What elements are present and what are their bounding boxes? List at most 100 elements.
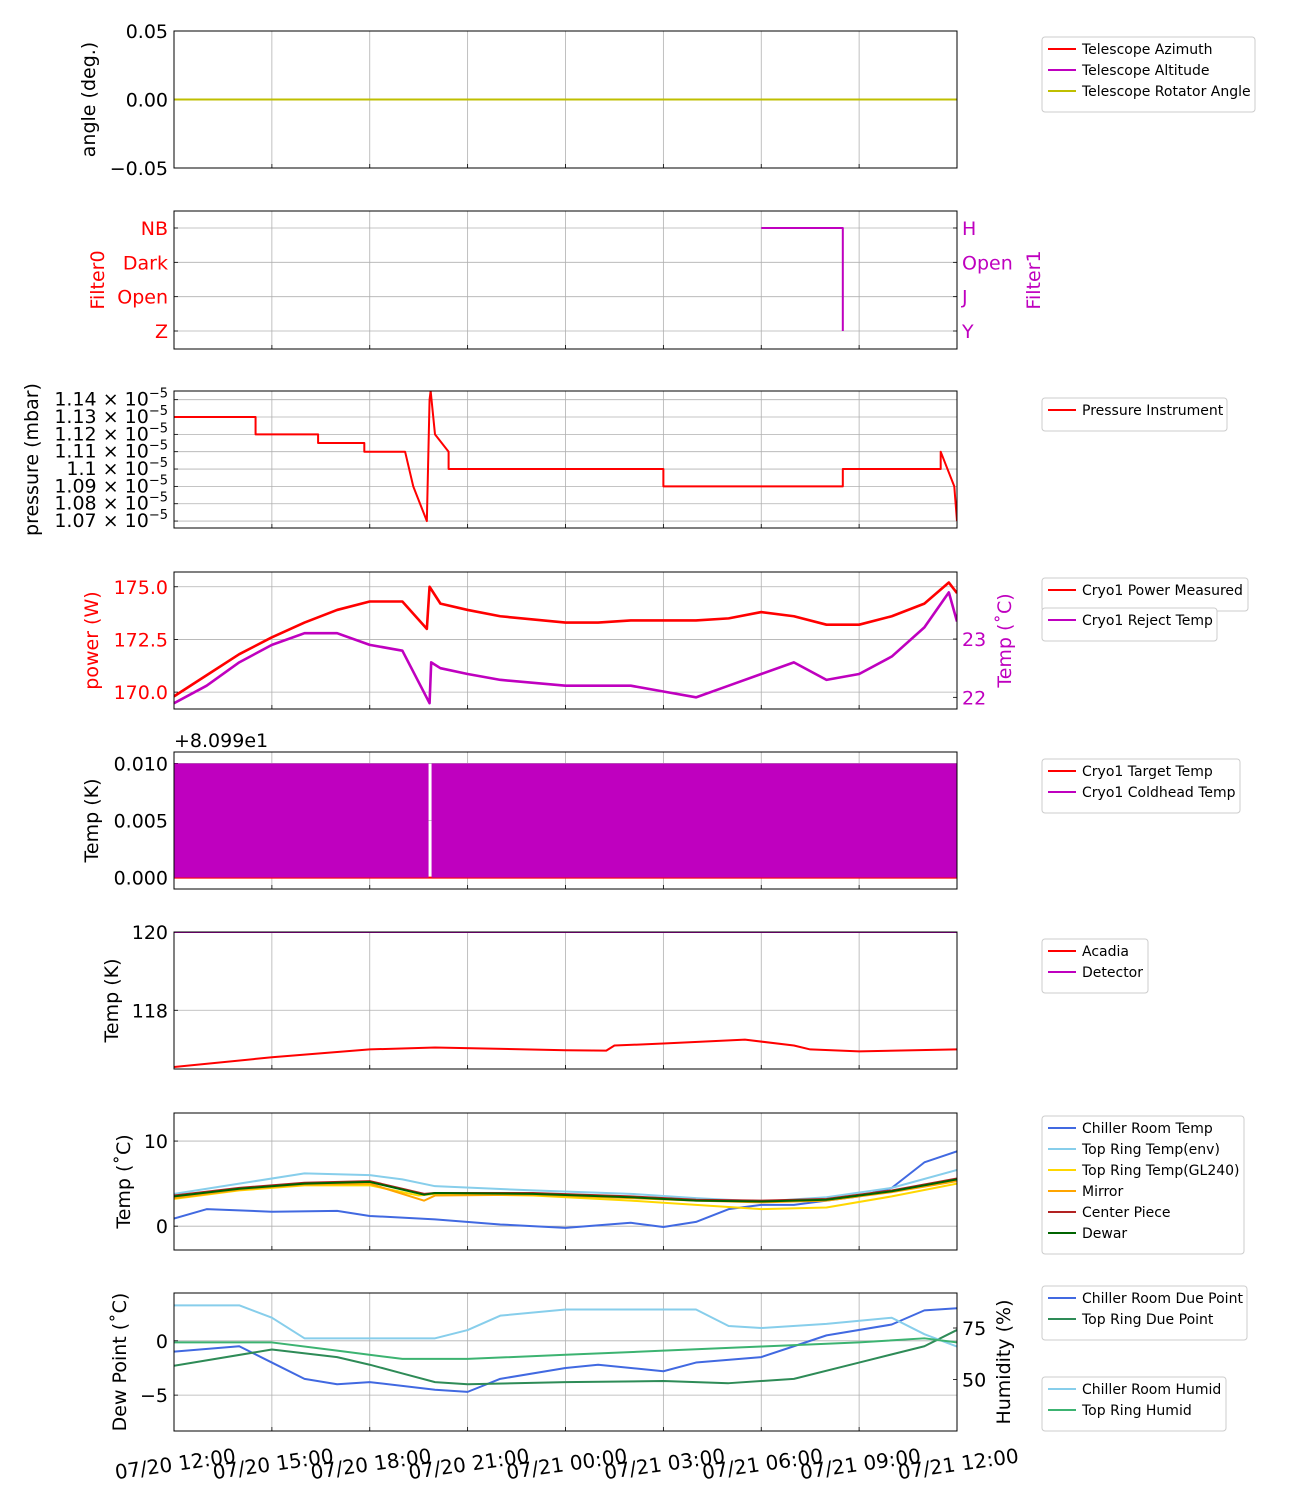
- y-tick-label: 120: [132, 922, 168, 944]
- legend-box: [1041, 938, 1149, 994]
- series-coldhead-band: [174, 763, 429, 878]
- y-axis-label: Temp (K): [101, 959, 123, 1044]
- y-tick-label: 0.05: [126, 21, 168, 43]
- y-axis-label: angle (deg.): [78, 42, 100, 157]
- panel-env_temp: 10 0 Temp (˚C) Chiller Room Temp Top Ring Te…: [113, 1112, 1245, 1255]
- series-line-top-ring-due-point: [174, 1329, 957, 1386]
- legend-box: [1041, 758, 1241, 814]
- legend-label: Detector: [1082, 965, 1143, 981]
- legend-label: Cryo1 Reject Temp: [1082, 613, 1213, 629]
- legend-label: Telescope Altitude: [1081, 63, 1210, 79]
- y-tick-label: NB: [141, 218, 168, 240]
- y2-axis-label: Humidity (%): [993, 1299, 1015, 1424]
- y2-tick-label: Y: [961, 321, 974, 343]
- tick-mantissa: 1.08 × 10: [54, 493, 148, 515]
- axis-offset-label: +8.099e1: [174, 730, 268, 752]
- y2-tick-label: H: [962, 218, 976, 240]
- tick-mantissa: 1.13 × 10: [54, 406, 148, 428]
- y-axis-label: power (W): [81, 591, 103, 689]
- legend-label: Chiller Room Due Point: [1082, 1291, 1243, 1307]
- y2-axis-label: Filter1: [1023, 250, 1045, 309]
- series-line-top-ring-humid: [174, 1337, 957, 1360]
- legend-label: Mirror: [1082, 1184, 1123, 1200]
- legend-label: Cryo1 Power Measured: [1082, 583, 1243, 599]
- y-tick-label: 1.12 × 10−5: [54, 421, 168, 445]
- series-line-cryo1-reject-temp: [174, 591, 957, 705]
- panel-dew: 0 −5 75 50 Dew Point (˚C) Humidity (%) Chiller…: [109, 1285, 1248, 1432]
- panel-cryo_power: 175.0 172.5 170.0 23 22 power (W) Temp (˚C) Cry…: [81, 571, 1249, 710]
- legend-box: [1041, 397, 1228, 432]
- legend: Chiller Room Humid Top Ring Humid: [1041, 1376, 1227, 1432]
- legend-label: Cryo1 Coldhead Temp: [1082, 785, 1236, 801]
- legend-box: [1041, 36, 1256, 113]
- y-tick-label: 1.11 × 10−5: [54, 439, 168, 463]
- y-tick-label: 118: [132, 1000, 168, 1022]
- legend-box: [1041, 1376, 1227, 1432]
- panel-pressure: 1.14 × 10−51.13 × 10−51.12 × 10−51.11 × …: [21, 383, 1228, 536]
- legend-label: Center Piece: [1082, 1205, 1171, 1221]
- y-axis-label: Temp (˚C): [113, 1134, 135, 1229]
- legend: Cryo1 Reject Temp: [1041, 607, 1218, 642]
- legend: Chiller Room Due Point Top Ring Due Point: [1041, 1285, 1248, 1341]
- plot-lines: [174, 1150, 957, 1229]
- y-tick-label: 1.1 × 10−5: [66, 456, 168, 480]
- y-tick-label: 0.010: [114, 753, 168, 775]
- tick-exponent: −5: [149, 439, 168, 454]
- plot-frame: [173, 751, 958, 890]
- y-tick-label: 0: [156, 1331, 168, 1353]
- y-tick-label: 172.5: [114, 629, 168, 651]
- legend-label: Top Ring Temp(GL240): [1081, 1163, 1240, 1179]
- plot-frame: [173, 1112, 958, 1251]
- series-line-top-ring-temp-env-: [174, 1169, 957, 1203]
- tick-mantissa: 1.11 × 10: [54, 441, 148, 463]
- legend-box: [1041, 607, 1218, 642]
- plot-lines: [174, 763, 957, 879]
- legend-label: Telescope Rotator Angle: [1081, 84, 1251, 100]
- y-tick-label: 0: [156, 1216, 168, 1238]
- tick-exponent: −5: [149, 404, 168, 419]
- legend-label: Top Ring Due Point: [1081, 1312, 1214, 1328]
- y2-tick-label: 22: [962, 687, 986, 709]
- legend: Acadia Detector: [1041, 938, 1149, 994]
- y-axis-label: Dew Point (˚C): [109, 1293, 131, 1432]
- panel-angle: 0.05 0.00 −0.05 angle (deg.) Telescope Azimu…: [78, 21, 1256, 180]
- legend-label: Cryo1 Target Temp: [1082, 764, 1213, 780]
- plot-frame: [173, 931, 958, 1070]
- tick-exponent: −5: [149, 456, 168, 471]
- plot-lines: [761, 227, 844, 331]
- y-tick-label: 1.14 × 10−5: [54, 387, 168, 411]
- legend: Telescope Azimuth Telescope Altitude Teles…: [1041, 36, 1256, 113]
- y-tick-label: Open: [117, 287, 168, 309]
- plot-frame: [173, 1292, 958, 1432]
- legend-label: Top Ring Humid: [1081, 1403, 1192, 1419]
- series-line-chiller-room-due-point: [174, 1307, 957, 1393]
- tick-exponent: −5: [149, 387, 168, 402]
- legend: Cryo1 Target Temp Cryo1 Coldhead Temp: [1041, 758, 1241, 814]
- y-tick-label: 0.00: [126, 90, 168, 112]
- plot-frame: [173, 210, 958, 350]
- series-coldhead-band: [431, 763, 957, 878]
- legend-label: Dewar: [1082, 1226, 1127, 1242]
- tick-mantissa: 1.14 × 10: [54, 389, 148, 411]
- legend-label: Chiller Room Temp: [1082, 1121, 1213, 1137]
- y2-tick-label: J: [961, 287, 968, 309]
- tick-mantissa: 1.07 × 10: [54, 510, 148, 532]
- plot-lines: [174, 1304, 957, 1393]
- y2-tick-label: 50: [962, 1370, 986, 1392]
- tick-exponent: −5: [149, 421, 168, 436]
- y2-tick-label: 75: [962, 1318, 986, 1340]
- plot-frame: [173, 30, 958, 169]
- plot-lines: [174, 391, 957, 523]
- panel-detector: 120 118 Temp (K) Acadia Detector: [101, 922, 1149, 1070]
- legend-label: Acadia: [1082, 944, 1129, 960]
- legend-label: Pressure Instrument: [1082, 403, 1224, 419]
- panel-filter: NB Dark Open Z H Open JY Filter0 Filter1: [87, 210, 1045, 350]
- legend-label: Telescope Azimuth: [1081, 42, 1212, 58]
- y-tick-label: 1.07 × 10−5: [54, 508, 168, 532]
- y2-tick-label: 23: [962, 629, 986, 651]
- tick-exponent: −5: [149, 491, 168, 506]
- tick-mantissa: 1.1 × 10: [66, 458, 148, 480]
- y-tick-label: 0.005: [114, 811, 168, 833]
- legend: Chiller Room Temp Top Ring Temp(env) Top R…: [1041, 1115, 1245, 1255]
